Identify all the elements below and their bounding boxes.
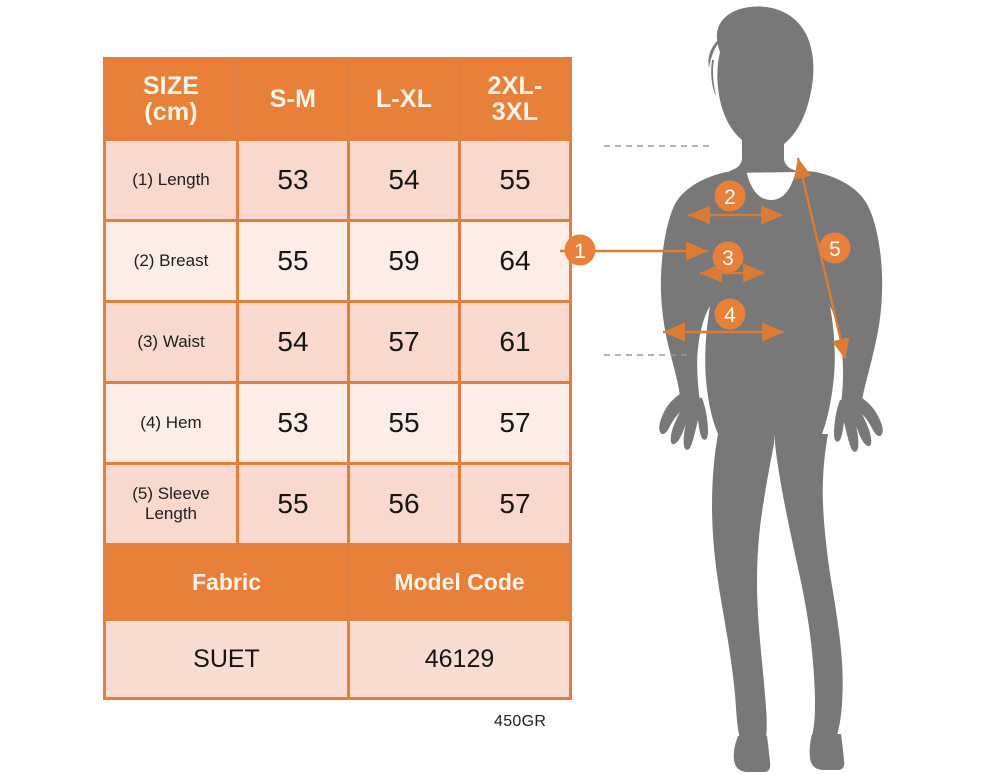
measurement-marker-2: 2 [714,180,746,212]
measurement-figure-diagram: 1 2 3 4 5 [560,0,1006,774]
cell-length-2xl-3xl: 55 [461,141,569,219]
measurement-marker-2-label: 2 [724,186,736,209]
table-row: (4) Hem 53 55 57 [106,384,569,462]
row-label-sleeve-line2: Length [145,504,197,523]
cell-breast-2xl-3xl: 64 [461,222,569,300]
cell-waist-s-m: 54 [239,303,347,381]
header-size-cm: SIZE (cm) [106,60,236,138]
row-label-sleeve-line1: (5) Sleeve [132,484,210,504]
measurement-arrow-5 [794,157,850,360]
table-row: (1) Length 53 54 55 [106,141,569,219]
header-col-2xl-3xl: 2XL- 3XL [461,60,569,138]
header-size-line1: SIZE [142,71,200,100]
cell-sleeve-s-m: 55 [239,465,347,543]
footer-header-fabric: Fabric [106,546,347,618]
table-body: (1) Length 53 54 55 (2) Breast 55 59 64 … [106,141,569,697]
size-chart-table: SIZE (cm) S-M L-XL 2XL- 3XL (1) Length 5… [103,57,572,700]
header-row: SIZE (cm) S-M L-XL 2XL- 3XL [106,60,569,138]
row-label-hem: (4) Hem [106,384,236,462]
cell-hem-l-xl: 55 [350,384,458,462]
cell-length-s-m: 53 [239,141,347,219]
footer-header-model-code: Model Code [350,546,569,618]
measurement-markers: 1 2 3 4 5 [564,180,851,330]
row-label-length: (1) Length [106,141,236,219]
female-silhouette-icon [659,6,883,772]
cell-breast-l-xl: 59 [350,222,458,300]
cell-sleeve-l-xl: 56 [350,465,458,543]
header-col4-line1: 2XL- [487,71,543,100]
measurement-marker-5: 5 [819,232,851,264]
cell-breast-s-m: 55 [239,222,347,300]
table-row: (5) Sleeve Length 55 56 57 [106,465,569,543]
cell-hem-2xl-3xl: 57 [461,384,569,462]
measurement-marker-4: 4 [714,298,746,330]
header-col-l-xl: L-XL [350,60,458,138]
cell-length-l-xl: 54 [350,141,458,219]
table-row: (3) Waist 54 57 61 [106,303,569,381]
row-label-breast: (2) Breast [106,222,236,300]
row-label-waist: (3) Waist [106,303,236,381]
cell-sleeve-2xl-3xl: 57 [461,465,569,543]
header-col4-line2: 3XL [491,98,539,126]
measurement-marker-3-label: 3 [722,247,734,270]
footer-value-fabric: SUET [106,621,347,697]
measurement-marker-3: 3 [712,241,744,273]
cell-waist-l-xl: 57 [350,303,458,381]
weight-note: 450GR [494,713,547,730]
measurement-marker-1: 1 [564,234,596,266]
header-size-line2: (cm) [144,98,198,126]
measurement-guide-lines [604,145,710,356]
measurement-marker-4-label: 4 [724,304,736,327]
measurement-marker-5-label: 5 [829,238,841,261]
footer-value-model-code: 46129 [350,621,569,697]
table-header: SIZE (cm) S-M L-XL 2XL- 3XL [106,60,569,138]
footer-header-row: Fabric Model Code [106,546,569,618]
header-col-s-m: S-M [239,60,347,138]
footer-value-row: SUET 46129 [106,621,569,697]
table-row: (2) Breast 55 59 64 [106,222,569,300]
size-chart-table-container: SIZE (cm) S-M L-XL 2XL- 3XL (1) Length 5… [103,57,572,700]
measurement-marker-1-label: 1 [574,240,586,263]
cell-waist-2xl-3xl: 61 [461,303,569,381]
row-label-sleeve-length: (5) Sleeve Length [106,465,236,543]
cell-hem-s-m: 53 [239,384,347,462]
